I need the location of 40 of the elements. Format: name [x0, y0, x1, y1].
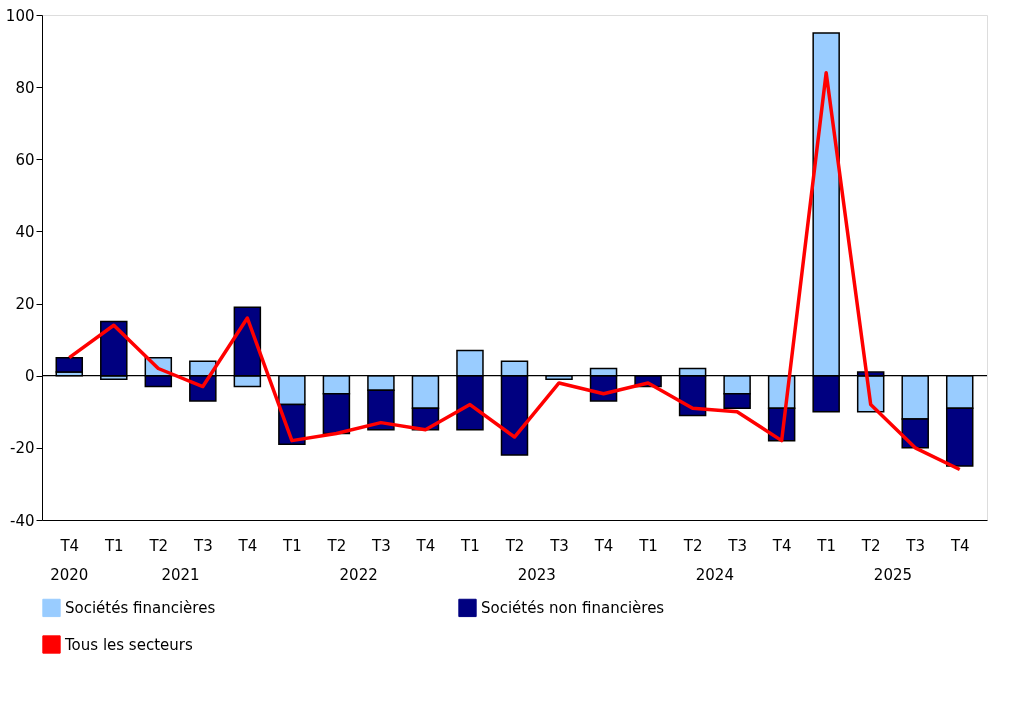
legend-label: Tous les secteurs: [64, 635, 193, 654]
y-tick-label: 100: [5, 6, 35, 25]
x-tick-label: T2: [860, 536, 881, 555]
legend-label: Sociétés non financières: [481, 598, 665, 617]
text: 2023: [517, 566, 556, 584]
x-tick-label: T1: [103, 536, 124, 555]
x-tick-label: T3: [192, 536, 213, 555]
x-tick-label: T4: [771, 536, 792, 555]
x-tick-label: T3: [905, 536, 926, 555]
x-tick-label: T3: [549, 536, 569, 555]
line-series: [67, 70, 962, 472]
y-tick-label: -20: [10, 439, 35, 458]
x-tick-label: T4: [415, 536, 436, 555]
x-tick-label: T4: [59, 536, 80, 555]
x-tick-label: T2: [504, 536, 525, 555]
y-tick-label: 0: [24, 367, 35, 386]
x-tick-label: T4: [949, 536, 970, 555]
text: 2025: [873, 566, 913, 584]
x-tick-label: T3: [371, 536, 391, 555]
text: 2021: [161, 566, 200, 584]
y-tick-label: 60: [15, 150, 35, 169]
legend-label: Sociétés financières: [65, 598, 216, 617]
x-tick-label: T4: [237, 536, 258, 555]
bar: [55, 356, 84, 373]
x-tick-label: T2: [682, 536, 703, 555]
x-tick-label: T1: [638, 536, 658, 555]
text: 2020: [50, 566, 89, 584]
y-tick-label: -40: [10, 511, 35, 530]
text: 2022: [339, 566, 378, 584]
x-tick-label: T2: [326, 536, 347, 555]
x-tick-label: T1: [282, 536, 302, 555]
y-tick-label: 80: [15, 78, 35, 97]
y-tick-label: 40: [15, 222, 35, 241]
text: 2024: [695, 566, 734, 584]
x-tick-label: T1: [460, 536, 480, 555]
y-tick-label: 20: [15, 295, 35, 314]
x-tick-label: T3: [727, 536, 747, 555]
x-tick-label: T4: [593, 536, 614, 555]
x-tick-label: T2: [148, 536, 169, 555]
x-tick-label: T1: [816, 536, 837, 555]
